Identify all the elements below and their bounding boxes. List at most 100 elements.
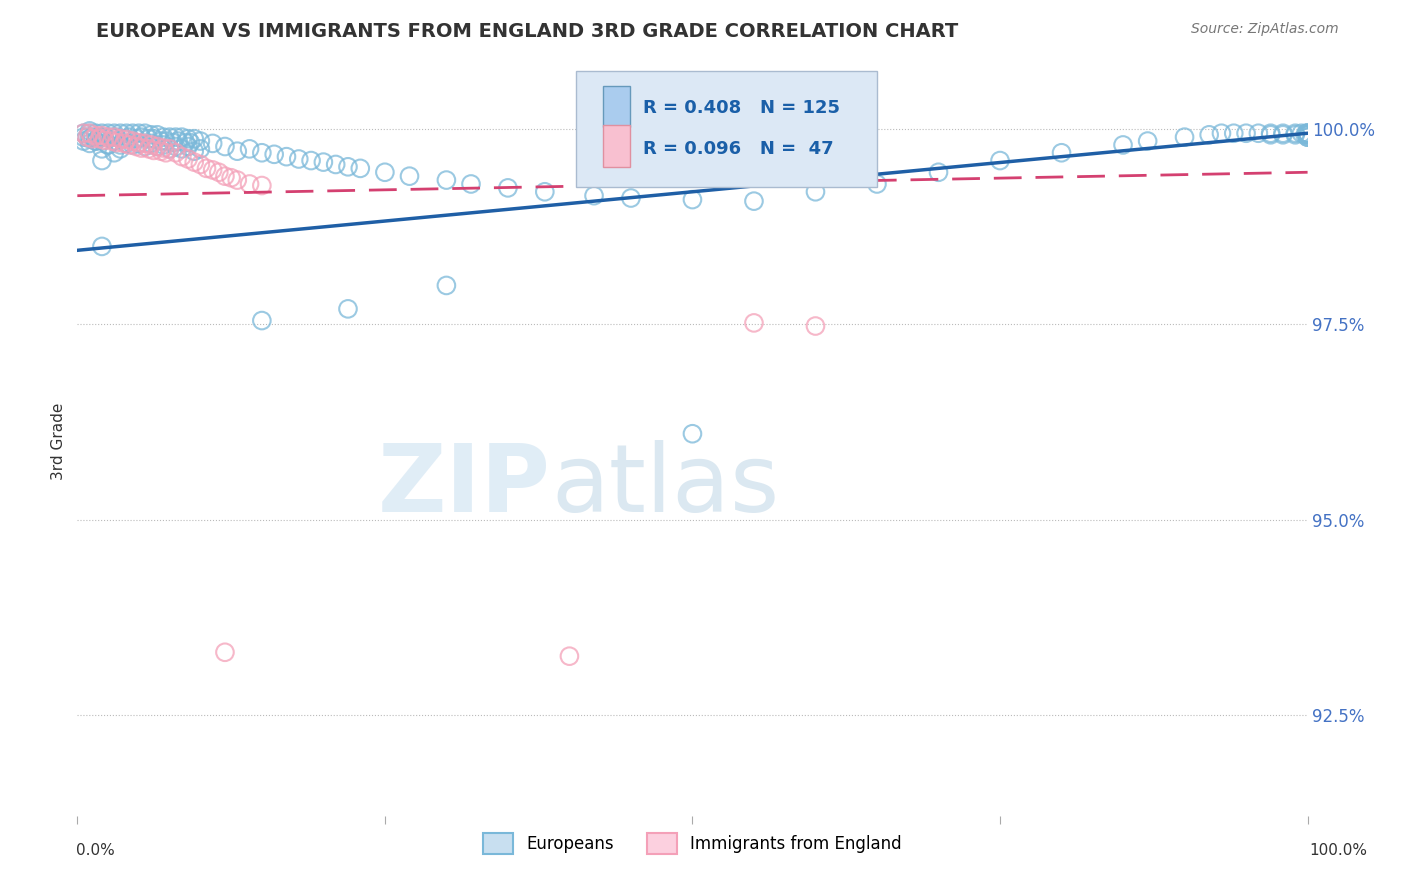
Point bbox=[79, 136, 101, 151]
Text: Source: ZipAtlas.com: Source: ZipAtlas.com bbox=[1191, 22, 1339, 37]
Point bbox=[1284, 126, 1306, 140]
Point bbox=[72, 126, 94, 140]
Point bbox=[105, 130, 128, 145]
Point bbox=[170, 142, 193, 156]
Point bbox=[195, 161, 218, 176]
Point bbox=[159, 142, 181, 156]
Point bbox=[804, 185, 827, 199]
Point bbox=[121, 138, 143, 153]
FancyBboxPatch shape bbox=[603, 126, 630, 167]
Point bbox=[110, 138, 132, 153]
Point bbox=[1296, 126, 1319, 140]
Point bbox=[152, 130, 174, 145]
Point bbox=[201, 136, 224, 151]
Point bbox=[349, 161, 371, 176]
Point bbox=[263, 147, 285, 161]
Point bbox=[142, 132, 165, 146]
Point bbox=[72, 126, 94, 140]
Point bbox=[644, 169, 666, 184]
Point bbox=[159, 130, 181, 145]
Point bbox=[1211, 126, 1233, 140]
Point bbox=[82, 130, 104, 145]
Point bbox=[72, 130, 94, 145]
FancyBboxPatch shape bbox=[603, 86, 630, 127]
Point bbox=[1112, 138, 1135, 153]
Point bbox=[142, 144, 165, 158]
Point bbox=[159, 142, 181, 156]
Point bbox=[201, 163, 224, 178]
Point bbox=[141, 138, 163, 153]
Point bbox=[165, 139, 187, 153]
Point bbox=[1174, 130, 1197, 145]
Point bbox=[138, 142, 160, 156]
Point bbox=[167, 134, 190, 148]
Point bbox=[558, 649, 581, 664]
Point bbox=[84, 126, 107, 140]
Point bbox=[121, 126, 143, 140]
Point bbox=[110, 142, 132, 156]
Point bbox=[134, 126, 156, 140]
Point bbox=[138, 132, 160, 146]
Point bbox=[208, 165, 231, 179]
Text: 100.0%: 100.0% bbox=[1309, 843, 1368, 857]
Point bbox=[101, 130, 124, 145]
Point bbox=[110, 132, 132, 146]
Text: R = 0.096   N =  47: R = 0.096 N = 47 bbox=[644, 140, 834, 158]
Point bbox=[337, 160, 360, 174]
Point bbox=[682, 193, 704, 207]
Point bbox=[93, 133, 115, 147]
Point bbox=[165, 130, 187, 145]
Point bbox=[93, 130, 115, 145]
Point bbox=[115, 136, 138, 151]
Point bbox=[1295, 126, 1317, 140]
Point bbox=[101, 134, 124, 148]
Point bbox=[1136, 134, 1159, 148]
Point bbox=[76, 130, 98, 145]
Point bbox=[84, 134, 107, 148]
Text: atlas: atlas bbox=[551, 441, 779, 533]
Point bbox=[214, 645, 236, 659]
Point bbox=[682, 426, 704, 441]
Point bbox=[1296, 126, 1319, 140]
Point bbox=[105, 136, 128, 150]
Point bbox=[134, 136, 156, 151]
Point bbox=[188, 157, 212, 171]
Point bbox=[250, 313, 273, 327]
Point bbox=[128, 126, 150, 140]
Point bbox=[299, 153, 322, 168]
Point bbox=[1050, 145, 1073, 160]
Point bbox=[170, 130, 193, 145]
Point bbox=[177, 152, 200, 166]
Point bbox=[90, 153, 114, 168]
Point bbox=[214, 139, 236, 153]
Point bbox=[103, 134, 125, 148]
Point bbox=[90, 134, 114, 148]
Text: EUROPEAN VS IMMIGRANTS FROM ENGLAND 3RD GRADE CORRELATION CHART: EUROPEAN VS IMMIGRANTS FROM ENGLAND 3RD … bbox=[96, 22, 957, 41]
Point bbox=[112, 132, 135, 146]
Point bbox=[90, 128, 114, 143]
Point bbox=[188, 142, 212, 156]
Point bbox=[141, 128, 163, 142]
Point bbox=[742, 194, 765, 209]
Point bbox=[146, 139, 169, 153]
Point bbox=[76, 130, 98, 145]
Point bbox=[128, 136, 150, 151]
Point bbox=[79, 132, 101, 146]
FancyBboxPatch shape bbox=[575, 70, 877, 186]
Point bbox=[1272, 126, 1295, 140]
Point bbox=[72, 134, 94, 148]
Point bbox=[177, 132, 200, 146]
Point bbox=[90, 239, 114, 253]
Point bbox=[97, 138, 120, 153]
Point bbox=[125, 139, 148, 153]
Point bbox=[337, 301, 360, 316]
Point bbox=[115, 126, 138, 140]
Point bbox=[89, 130, 111, 145]
Point bbox=[1296, 126, 1319, 140]
Point bbox=[118, 130, 141, 145]
Point bbox=[1234, 126, 1257, 140]
Point bbox=[1296, 128, 1319, 142]
Point bbox=[125, 132, 148, 146]
Point bbox=[1284, 128, 1306, 142]
Text: R = 0.408   N = 125: R = 0.408 N = 125 bbox=[644, 99, 841, 117]
